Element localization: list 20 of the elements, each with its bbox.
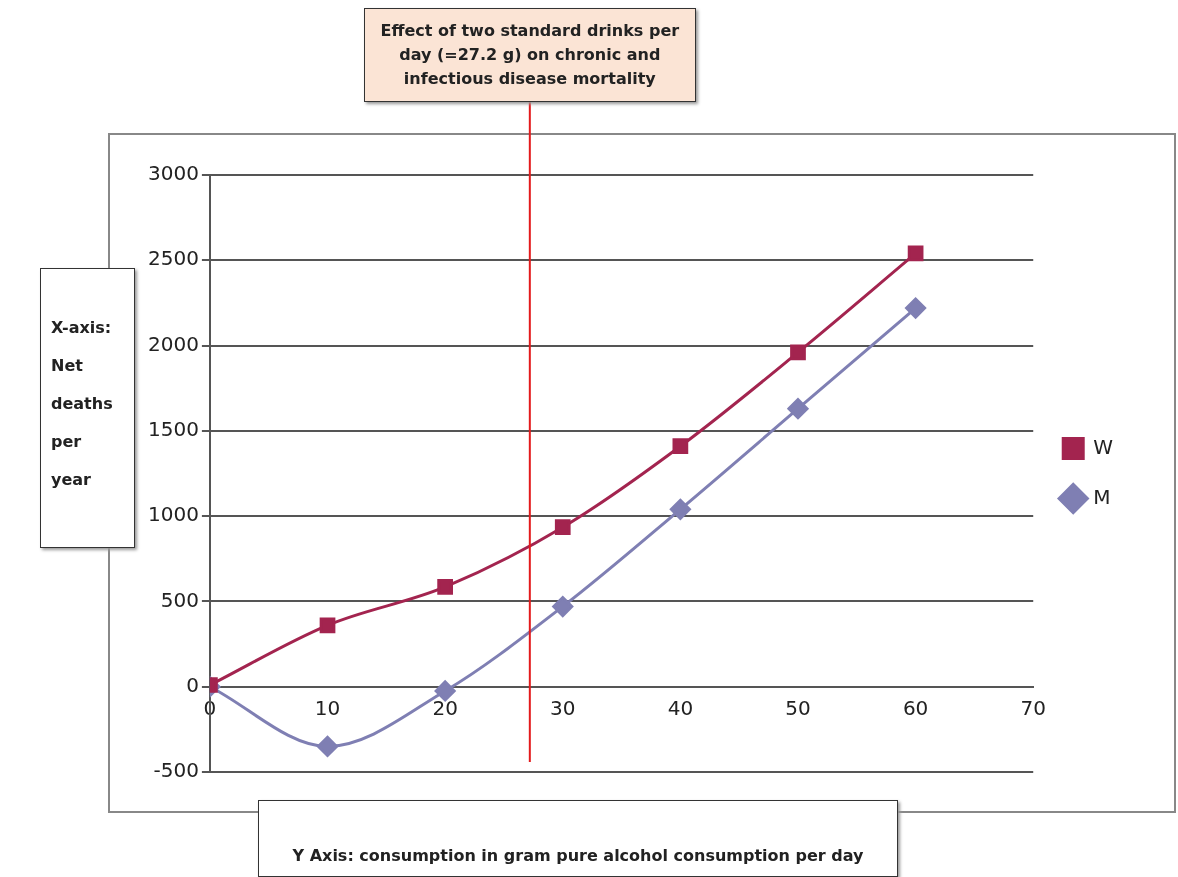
ref-line-label: Effect of two standard drinks per day (=27.2 g) on chronic and infectious disease mortality [363,8,696,102]
x-tick-label: 20 [432,695,458,720]
x-tick-label: 40 [667,695,694,720]
legend-label: W [1093,434,1114,459]
x-tick-label: 10 [314,695,341,720]
x-axis-title: Y Axis: consumption in gram pure alcohol consumption per day [258,800,898,877]
x-tick-label: 70 [1020,695,1046,720]
y-tick-label: 2500 [147,246,199,271]
y-tick-label: 0 [186,672,199,697]
x-tick-label: 60 [902,695,929,720]
y-tick-label: 1000 [147,502,199,527]
x-tick-label: 50 [785,695,811,720]
y-tick-label: -500 [153,758,199,783]
legend-label: M [1093,484,1111,509]
x-tick-label: 30 [550,695,576,720]
y-axis-title: X-axis: Net deaths per year [40,268,135,548]
y-tick-label: 1500 [147,417,199,442]
y-tick-label: 3000 [147,161,199,186]
y-tick-label: 2000 [147,331,199,356]
y-tick-label: 500 [160,587,199,612]
